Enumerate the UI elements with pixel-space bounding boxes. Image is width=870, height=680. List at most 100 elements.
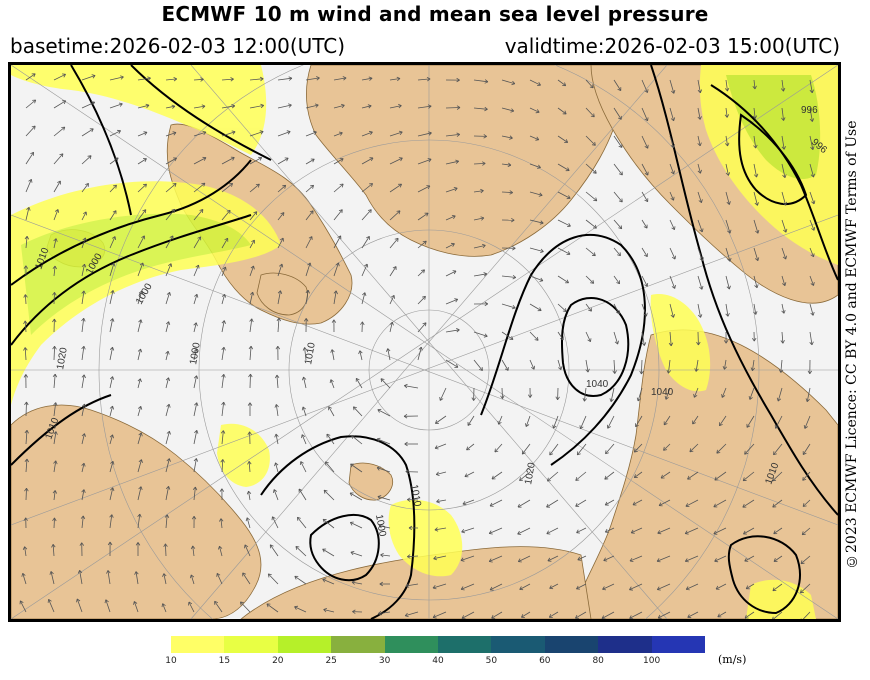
wind-arrow-head bbox=[55, 460, 58, 465]
wind-arrow-head bbox=[270, 544, 274, 547]
wind-arrow-head bbox=[351, 580, 356, 583]
wind-arrow bbox=[53, 126, 66, 137]
wind-arrow bbox=[165, 78, 177, 81]
wind-arrow-head bbox=[753, 337, 757, 342]
wind-arrow bbox=[53, 402, 57, 417]
wind-arrow-head bbox=[52, 544, 56, 548]
wind-arrow-head bbox=[684, 558, 688, 562]
wind-arrow bbox=[607, 415, 615, 429]
wind-arrow-head bbox=[809, 370, 813, 375]
wind-arrow-head bbox=[480, 188, 484, 191]
wind-arrow-head bbox=[685, 533, 689, 535]
wind-arrow bbox=[715, 583, 727, 590]
wind-arrow-head bbox=[530, 366, 535, 370]
wind-arrow-head bbox=[784, 282, 787, 286]
wind-arrow-head bbox=[166, 291, 170, 295]
wind-arrow-head bbox=[404, 612, 408, 617]
wind-arrow-head bbox=[643, 226, 648, 229]
wind-arrow-head bbox=[484, 303, 489, 307]
wind-arrow-head bbox=[259, 76, 264, 80]
wind-arrow bbox=[577, 555, 587, 561]
wind-arrow-head bbox=[323, 608, 328, 610]
wind-arrow-head bbox=[193, 375, 197, 379]
wind-arrow-head bbox=[609, 398, 612, 402]
wind-arrow-head bbox=[398, 130, 403, 133]
wind-arrow-head bbox=[28, 178, 32, 182]
wind-arrow bbox=[439, 387, 447, 401]
wind-arrow bbox=[221, 294, 226, 305]
wind-arrow-head bbox=[193, 515, 197, 520]
wind-arrow-head bbox=[350, 551, 355, 553]
wind-arrow bbox=[549, 443, 559, 456]
wind-arrow-head bbox=[57, 180, 61, 183]
wind-arrow-head bbox=[260, 103, 264, 106]
wind-arrow-head bbox=[194, 293, 198, 297]
wind-arrow-head bbox=[196, 348, 198, 353]
wind-arrow-head bbox=[783, 310, 786, 314]
wind-arrow-head bbox=[248, 373, 251, 378]
wind-arrow-head bbox=[286, 157, 289, 162]
wind-arrow-head bbox=[604, 528, 608, 533]
wind-arrow-head bbox=[250, 291, 253, 295]
wind-arrow bbox=[576, 583, 587, 590]
wind-arrow-head bbox=[727, 230, 731, 234]
wind-arrow bbox=[76, 598, 83, 613]
wind-arrow-head bbox=[278, 317, 282, 322]
wind-arrow bbox=[322, 518, 335, 529]
wind-arrow-head bbox=[137, 378, 141, 382]
wind-arrow bbox=[743, 527, 755, 535]
wind-arrow bbox=[692, 415, 699, 425]
wind-arrow bbox=[724, 359, 727, 370]
colorbar-tick-label: 10 bbox=[165, 656, 177, 666]
wind-arrow-head bbox=[226, 209, 231, 212]
wind-arrow bbox=[632, 499, 643, 506]
wind-arrow-head bbox=[692, 422, 696, 425]
wind-arrow-head bbox=[249, 431, 252, 435]
wind-arrow bbox=[81, 155, 92, 165]
wind-arrow-head bbox=[660, 474, 663, 479]
wind-arrow-head bbox=[699, 229, 703, 233]
wind-arrow-head bbox=[775, 426, 779, 429]
wind-arrow bbox=[249, 346, 252, 361]
wind-arrow bbox=[417, 185, 431, 193]
wind-arrow bbox=[669, 331, 672, 346]
wind-arrow-head bbox=[81, 263, 85, 267]
wind-arrow bbox=[744, 443, 755, 455]
wind-arrow-head bbox=[685, 561, 689, 563]
wind-arrow bbox=[772, 499, 783, 508]
wind-arrow-head bbox=[400, 157, 403, 162]
wind-arrow bbox=[697, 247, 703, 261]
wind-arrow-head bbox=[273, 489, 278, 492]
wind-arrow-head bbox=[405, 471, 409, 474]
wind-arrow-head bbox=[242, 572, 247, 575]
weather-map[interactable]: 1000 1010 1020 1040 1000 996 1010 1040 1… bbox=[8, 62, 841, 622]
wind-arrow-head bbox=[310, 184, 314, 187]
wind-arrow-head bbox=[390, 294, 395, 298]
wind-arrow bbox=[697, 219, 703, 233]
wind-arrow bbox=[350, 463, 363, 473]
wind-arrow-head bbox=[714, 558, 717, 562]
wind-arrow-head bbox=[497, 420, 499, 425]
wind-arrow-head bbox=[53, 431, 57, 435]
wind-arrow bbox=[772, 611, 783, 619]
wind-arrow-head bbox=[488, 558, 492, 562]
wind-arrow-head bbox=[670, 118, 674, 122]
wind-arrow-head bbox=[220, 459, 224, 463]
wind-arrow-head bbox=[428, 105, 432, 109]
wind-arrow-head bbox=[51, 544, 54, 548]
wind-arrow bbox=[580, 415, 587, 429]
wind-arrow bbox=[193, 105, 206, 109]
wind-arrow-head bbox=[196, 294, 199, 298]
wind-arrow-head bbox=[618, 117, 622, 120]
wind-arrow-head bbox=[111, 514, 114, 518]
wind-arrow-head bbox=[782, 256, 787, 260]
wind-arrow-head bbox=[782, 174, 786, 178]
wind-arrow-head bbox=[666, 369, 669, 374]
wind-arrow-head bbox=[244, 544, 249, 548]
wind-zone-east bbox=[650, 294, 711, 392]
wind-arrow-head bbox=[716, 449, 718, 454]
wind-arrow-head bbox=[802, 533, 806, 536]
wind-arrow bbox=[781, 163, 786, 178]
wind-arrow-head bbox=[527, 394, 531, 398]
wind-arrow-head bbox=[630, 529, 634, 534]
